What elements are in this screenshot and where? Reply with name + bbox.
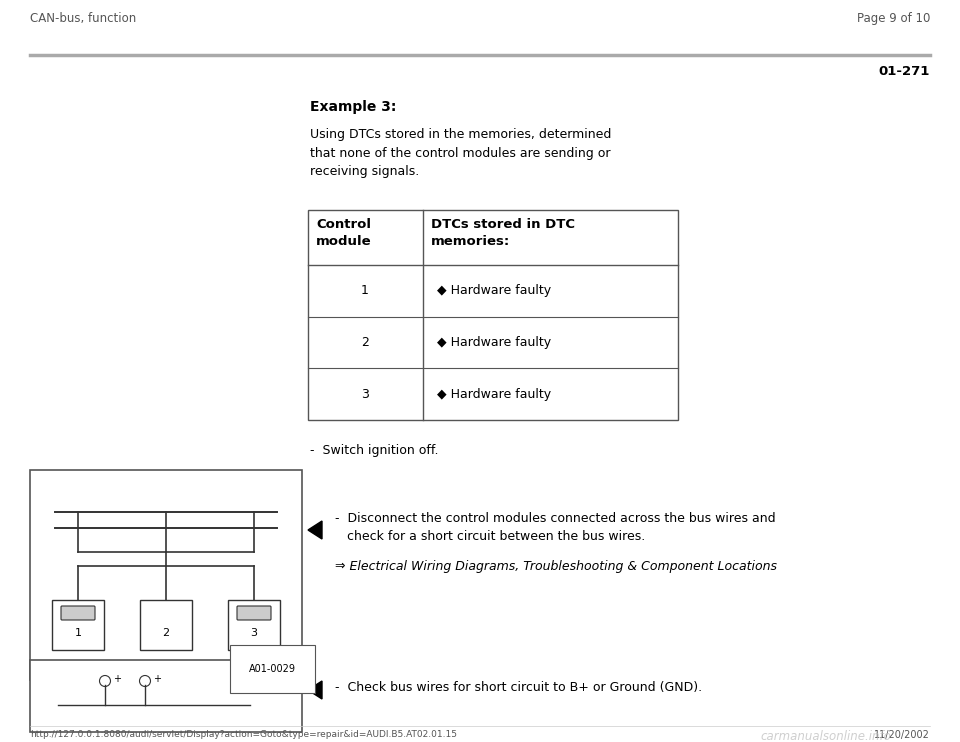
Text: 1: 1 — [75, 628, 82, 637]
Text: -  Check bus wires for short circuit to B+ or Ground (GND).: - Check bus wires for short circuit to B… — [335, 681, 702, 694]
Text: ⇒ Electrical Wiring Diagrams, Troubleshooting & Component Locations: ⇒ Electrical Wiring Diagrams, Troublesho… — [335, 560, 777, 573]
Text: 3: 3 — [251, 628, 257, 637]
Text: +: + — [113, 674, 121, 684]
FancyBboxPatch shape — [237, 606, 271, 620]
Text: ◆ Hardware faulty: ◆ Hardware faulty — [437, 387, 551, 401]
Text: ◆ Hardware faulty: ◆ Hardware faulty — [437, 284, 551, 298]
Circle shape — [100, 675, 110, 686]
Polygon shape — [308, 681, 322, 699]
Text: +: + — [153, 674, 161, 684]
Text: 3: 3 — [361, 387, 369, 401]
Text: -  Disconnect the control modules connected across the bus wires and: - Disconnect the control modules connect… — [335, 512, 776, 525]
Text: 2: 2 — [361, 336, 369, 349]
Text: http://127.0.0.1:8080/audi/servlet/Display?action=Goto&type=repair&id=AUDI.B5.AT: http://127.0.0.1:8080/audi/servlet/Displ… — [30, 730, 457, 739]
Text: CAN-bus, function: CAN-bus, function — [30, 12, 136, 25]
Text: check for a short circuit between the bus wires.: check for a short circuit between the bu… — [335, 530, 645, 543]
Bar — [308, 210, 678, 420]
Circle shape — [139, 675, 151, 686]
Text: 11/20/2002: 11/20/2002 — [875, 730, 930, 740]
Text: 2: 2 — [162, 628, 170, 637]
Bar — [228, 600, 280, 650]
Bar — [30, 470, 302, 680]
Bar — [52, 600, 104, 650]
Text: DTCs stored in DTC
memories:: DTCs stored in DTC memories: — [431, 218, 575, 248]
Text: A01-0029: A01-0029 — [249, 664, 296, 674]
Polygon shape — [308, 521, 322, 539]
Text: Example 3:: Example 3: — [310, 100, 396, 114]
Text: Using DTCs stored in the memories, determined
that none of the control modules a: Using DTCs stored in the memories, deter… — [310, 128, 612, 178]
Text: 01-271: 01-271 — [878, 65, 930, 78]
Text: Page 9 of 10: Page 9 of 10 — [856, 12, 930, 25]
Text: ◆ Hardware faulty: ◆ Hardware faulty — [437, 336, 551, 349]
Bar — [30, 660, 302, 732]
Text: carmanualsonline.info: carmanualsonline.info — [760, 730, 891, 742]
Text: 1: 1 — [361, 284, 369, 298]
Text: -  Switch ignition off.: - Switch ignition off. — [310, 444, 439, 457]
Text: Control
module: Control module — [316, 218, 372, 248]
FancyBboxPatch shape — [61, 606, 95, 620]
Bar — [140, 600, 192, 650]
